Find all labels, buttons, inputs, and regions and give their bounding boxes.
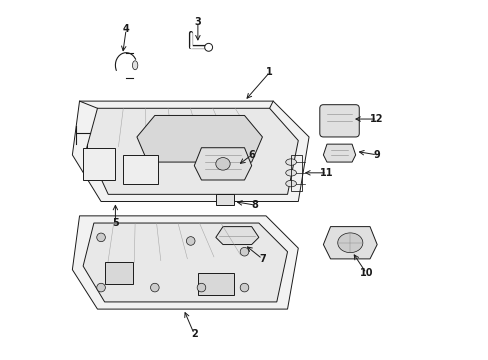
Text: 5: 5: [112, 218, 119, 228]
Polygon shape: [323, 144, 355, 162]
Polygon shape: [83, 223, 287, 302]
Polygon shape: [122, 155, 158, 184]
Text: 1: 1: [265, 67, 272, 77]
Circle shape: [97, 233, 105, 242]
Text: 8: 8: [251, 200, 258, 210]
Ellipse shape: [204, 43, 212, 51]
Circle shape: [186, 237, 195, 245]
Ellipse shape: [285, 180, 296, 187]
Text: 6: 6: [248, 150, 255, 160]
Circle shape: [240, 247, 248, 256]
Ellipse shape: [337, 233, 362, 253]
Polygon shape: [72, 216, 298, 309]
Text: 3: 3: [194, 17, 201, 27]
Circle shape: [150, 283, 159, 292]
Text: 7: 7: [259, 254, 265, 264]
Circle shape: [240, 283, 248, 292]
Polygon shape: [86, 108, 298, 194]
Text: 4: 4: [122, 24, 129, 35]
Text: 2: 2: [190, 329, 197, 339]
Polygon shape: [215, 194, 233, 205]
Ellipse shape: [132, 61, 138, 70]
Text: 10: 10: [359, 268, 372, 278]
Ellipse shape: [285, 159, 296, 165]
FancyBboxPatch shape: [319, 105, 359, 137]
Polygon shape: [323, 226, 376, 259]
Circle shape: [197, 283, 205, 292]
Polygon shape: [83, 148, 115, 180]
Polygon shape: [72, 101, 308, 202]
Polygon shape: [104, 262, 133, 284]
Polygon shape: [194, 148, 251, 180]
Ellipse shape: [285, 170, 296, 176]
Text: 11: 11: [320, 168, 333, 178]
Polygon shape: [215, 226, 258, 244]
Text: 12: 12: [370, 114, 383, 124]
Ellipse shape: [215, 158, 230, 170]
Polygon shape: [198, 273, 233, 295]
Circle shape: [97, 283, 105, 292]
Polygon shape: [137, 116, 262, 162]
Text: 9: 9: [373, 150, 380, 160]
